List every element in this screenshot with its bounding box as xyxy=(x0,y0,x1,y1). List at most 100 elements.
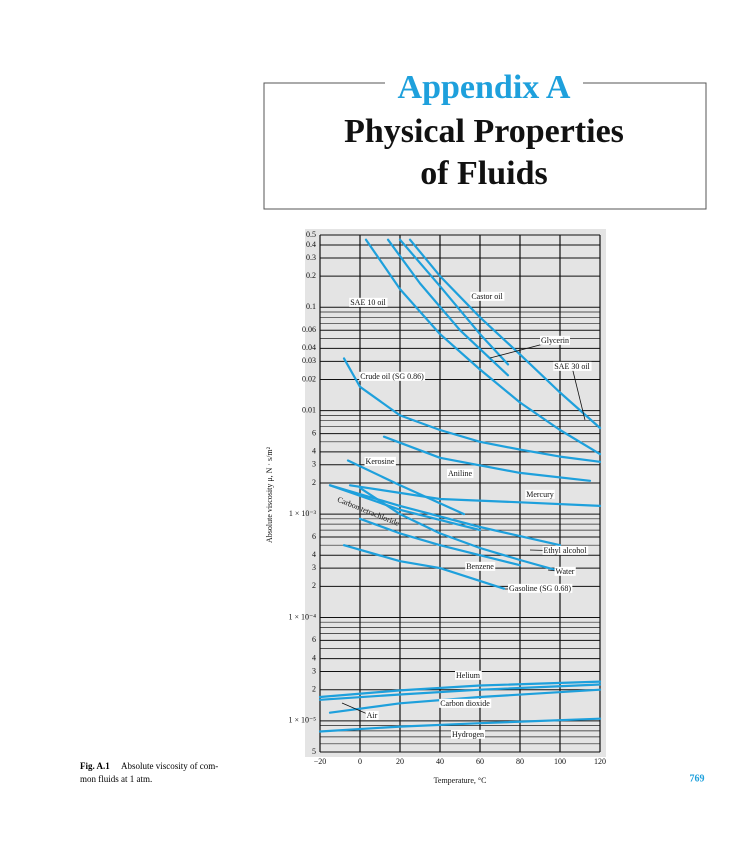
x-tick-label: 120 xyxy=(594,757,606,766)
plot: 0.50.4 0.3 0.2 0.1 0.06 0.04 0.03 0.02 0.01 6 4 3 2 1… xyxy=(288,230,606,766)
viscosity-curve xyxy=(342,357,602,463)
curve-label-group: Helium xyxy=(455,670,482,680)
y-tick-label: 0.03 xyxy=(302,356,316,365)
curve-label-group: Air xyxy=(365,710,379,720)
curve-label-group: Aniline xyxy=(447,468,474,478)
y-tick-label: 5 xyxy=(312,747,316,756)
curve-label: Gasoline (SG 0.68) xyxy=(509,584,571,593)
curve-label: Aniline xyxy=(448,469,472,478)
label-background xyxy=(365,710,379,720)
x-tick-label: −20 xyxy=(314,757,327,766)
curve-label-group: Glycerin xyxy=(540,335,570,345)
leader-line xyxy=(571,366,586,421)
viscosity-curve xyxy=(342,544,506,590)
caption-text: Absolute viscosity of com- xyxy=(121,761,218,771)
curve-label: SAE 10 oil xyxy=(350,298,386,307)
label-background xyxy=(508,583,573,593)
y-tick-label: 6 xyxy=(312,428,316,437)
viscosity-curve xyxy=(328,484,562,547)
page-number: 769 xyxy=(690,773,705,784)
x-tick-label: 0 xyxy=(358,757,362,766)
curve-label: Water xyxy=(556,567,575,576)
viscosity-curve xyxy=(398,238,510,366)
y-axis-label: Absolute viscosity μ, N · s/m² xyxy=(265,446,274,543)
y-tick-label: 2 xyxy=(312,581,316,590)
curve-label-group: Crude oil (SG 0.86) xyxy=(359,371,426,381)
curve-label: Mercury xyxy=(526,490,554,499)
curve-label: Kerosine xyxy=(366,457,395,466)
label-background xyxy=(455,670,482,680)
label-background xyxy=(359,371,426,381)
x-tick-label: 20 xyxy=(396,757,404,766)
y-tick-label: 1 × 10⁻³ xyxy=(289,509,317,518)
curve-label-group: Mercury xyxy=(525,489,555,499)
label-background xyxy=(540,335,570,345)
y-tick-label: 0.3 xyxy=(306,253,316,262)
viscosity-curve xyxy=(318,680,602,699)
caption-label: Fig. A.1 xyxy=(80,761,110,771)
label-background xyxy=(451,729,485,739)
label-background xyxy=(554,566,576,576)
curve-label-group: Benzene xyxy=(465,561,496,571)
x-tick-label: 100 xyxy=(554,757,566,766)
label-background xyxy=(525,489,555,499)
viscosity-curve xyxy=(346,459,466,516)
curve-label-group: Gasoline (SG 0.68) xyxy=(508,583,573,593)
y-tick-label: 2 xyxy=(312,685,316,694)
label-background xyxy=(447,468,474,478)
curve-label-group: SAE 30 oil xyxy=(553,361,592,371)
label-background xyxy=(553,361,592,371)
y-tick-label: 0.5 xyxy=(306,230,316,239)
viscosity-curve xyxy=(358,517,522,567)
x-axis-label: Temperature, °C xyxy=(434,776,487,785)
y-tick-label: 0.04 xyxy=(302,343,316,352)
label-background xyxy=(542,545,589,555)
y-tick-label: 4 xyxy=(312,447,316,456)
viscosity-curve xyxy=(318,683,602,701)
curve-label: Ethyl alcohol xyxy=(544,546,588,555)
curve-label-group: SAE 10 oil xyxy=(349,297,388,307)
label-background xyxy=(439,698,492,708)
y-tick-label: 3 xyxy=(312,460,316,469)
y-tick-label: 0.2 xyxy=(306,271,316,280)
label-background xyxy=(470,291,505,301)
y-tick-label: 6 xyxy=(312,532,316,541)
y-tick-label: 0.4 xyxy=(306,240,316,249)
y-tick-label: 0.02 xyxy=(302,374,316,383)
curve-label: Crude oil (SG 0.86) xyxy=(360,372,424,381)
curve-label-group: Kerosine xyxy=(364,456,396,466)
viscosity-curve xyxy=(364,238,602,456)
viscosity-curve xyxy=(318,717,602,733)
y-tick-label: 4 xyxy=(312,653,316,662)
curve-label: Glycerin xyxy=(541,336,569,345)
y-tick-label: 3 xyxy=(312,666,316,675)
curve-label: Helium xyxy=(456,671,481,680)
x-tick-label: 80 xyxy=(516,757,524,766)
viscosity-curve xyxy=(408,238,602,430)
y-tick-label: 0.06 xyxy=(302,325,316,334)
label-background xyxy=(364,456,396,466)
title-mask xyxy=(385,70,583,100)
curve-label: Castor oil xyxy=(471,292,503,301)
curve-label: Carbon dioxide xyxy=(440,699,490,708)
y-tick-label: 2 xyxy=(312,478,316,487)
caption-text: mon fluids at 1 atm. xyxy=(80,774,152,784)
y-tick-label: 6 xyxy=(312,635,316,644)
curve-label: Air xyxy=(367,711,378,720)
curve-label: Hydrogen xyxy=(452,730,484,739)
curve-label: Benzene xyxy=(466,562,494,571)
curve-label: SAE 30 oil xyxy=(554,362,590,371)
y-tick-label: 0.1 xyxy=(306,302,316,311)
x-tick-label: 60 xyxy=(476,757,484,766)
appendix-title: Appendix A xyxy=(398,69,571,106)
y-tick-label: 3 xyxy=(312,563,316,572)
subtitle-line: of Fluids xyxy=(420,155,548,192)
subtitle-line: Physical Properties xyxy=(344,113,624,150)
y-tick-label: 4 xyxy=(312,550,316,559)
x-tick-label: 40 xyxy=(436,757,444,766)
viscosity-curve xyxy=(348,484,602,507)
curve-label-group: Castor oil xyxy=(470,291,505,301)
curve-label-group: Hydrogen xyxy=(451,729,485,739)
y-tick-label: 0.01 xyxy=(302,406,316,415)
